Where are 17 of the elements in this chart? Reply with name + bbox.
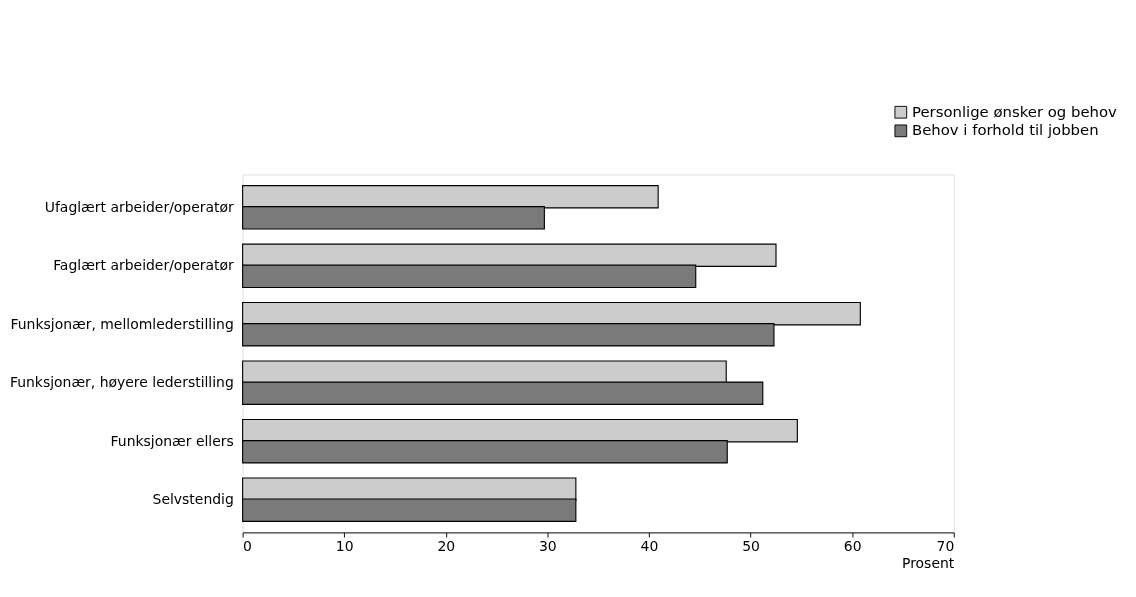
x-tick-label: 70 <box>936 537 955 554</box>
x-tick-label: 60 <box>843 537 862 554</box>
x-tick-label: 40 <box>640 537 659 554</box>
legend-label: Personlige ønsker og behov <box>911 102 1118 121</box>
x-tick-label: 0 <box>243 537 252 554</box>
y-tick-label: Ufaglært arbeider/operatør <box>44 198 235 215</box>
y-tick-label: Faglært arbeider/operatør <box>53 257 235 274</box>
x-tick-label: 30 <box>539 537 557 554</box>
y-tick-label: Funksjonær, høyere lederstilling <box>9 374 234 391</box>
legend-label: Behov i forhold til jobben <box>911 121 1099 140</box>
x-tick-label: 10 <box>335 537 354 554</box>
y-tick-label: Funksjonær ellers <box>110 432 234 449</box>
y-tick-label: Funksjonær, mellomlederstilling <box>10 315 234 332</box>
x-tick-label: 20 <box>437 537 456 554</box>
y-tick-label: Selvstendig <box>152 491 234 508</box>
x-axis-title: Prosent <box>902 555 955 572</box>
x-tick-label: 50 <box>742 537 760 554</box>
